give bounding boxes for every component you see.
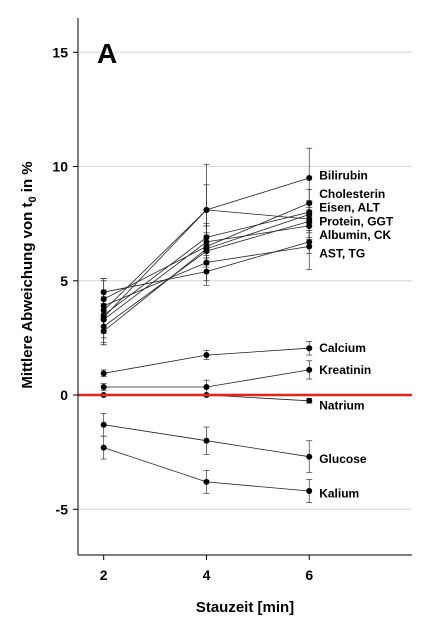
- data-point: [100, 421, 107, 428]
- y-tick-label: 5: [60, 273, 68, 289]
- data-point: [306, 174, 313, 181]
- y-axis-label-subscript: 0: [27, 196, 39, 202]
- data-point: [203, 206, 210, 213]
- series-label: Natrium: [319, 398, 364, 412]
- error-bars: [100, 147, 313, 503]
- y-tick-label: 10: [52, 159, 68, 175]
- data-point: [203, 384, 210, 391]
- data-point: [306, 243, 313, 250]
- data-point: [100, 323, 107, 330]
- x-tick-label: 4: [203, 567, 211, 583]
- data-point: [100, 289, 107, 296]
- series-label: Protein, GGT: [319, 214, 394, 228]
- data-point: [306, 453, 313, 460]
- x-tick-label: 2: [100, 567, 108, 583]
- data-point: [203, 437, 210, 444]
- tick-labels: -5 0 5 10 15 2 4 6: [52, 44, 313, 583]
- panel-label: A: [97, 38, 117, 69]
- data-point: [306, 222, 313, 229]
- data-point: [306, 238, 313, 245]
- data-point: [100, 307, 107, 314]
- data-point: [203, 234, 210, 241]
- data-point: [203, 248, 210, 255]
- data-point: [100, 302, 107, 309]
- grid-lines: [78, 51, 412, 510]
- data-point: [306, 200, 313, 207]
- data-point: [306, 218, 313, 225]
- y-tick-label: -5: [56, 501, 69, 517]
- y-tick-label: 15: [52, 44, 68, 60]
- series-label: Calcium: [319, 341, 366, 355]
- data-points: [100, 174, 313, 495]
- data-point: [306, 345, 313, 352]
- data-point: [100, 316, 107, 323]
- series-label: Glucose: [319, 452, 367, 466]
- series-label: Bilirubin: [319, 169, 368, 183]
- data-point: [306, 488, 313, 495]
- series-label: Kreatinin: [319, 363, 371, 377]
- data-point: [306, 397, 313, 404]
- data-point: [100, 384, 107, 391]
- data-point: [306, 211, 313, 218]
- series-label: Eisen, ALT: [319, 201, 380, 215]
- data-point: [100, 296, 107, 303]
- x-tick-label: 6: [305, 567, 313, 583]
- data-point: [100, 444, 107, 451]
- series-label: Albumin, CK: [319, 228, 391, 242]
- data-point: [100, 370, 107, 377]
- data-point: [203, 238, 210, 245]
- data-point: [100, 328, 107, 335]
- data-point: [203, 268, 210, 275]
- data-point: [203, 478, 210, 485]
- x-axis-label: Stauzeit [min]: [196, 599, 294, 616]
- series-label: Cholesterin: [319, 187, 385, 201]
- y-axis-label-main: Mittlere Abweichung von t: [19, 203, 36, 389]
- series-label: AST, TG: [319, 246, 365, 260]
- data-point: [203, 259, 210, 266]
- y-axis-label: Mittlere Abweichung von t0 in %: [19, 161, 39, 388]
- data-point: [100, 312, 107, 319]
- axes: [73, 18, 412, 560]
- y-axis-label-tail: in %: [19, 161, 36, 196]
- series-label: Kalium: [319, 486, 359, 500]
- y-tick-label: 0: [60, 387, 68, 403]
- data-point: [306, 366, 313, 373]
- data-point: [203, 352, 210, 359]
